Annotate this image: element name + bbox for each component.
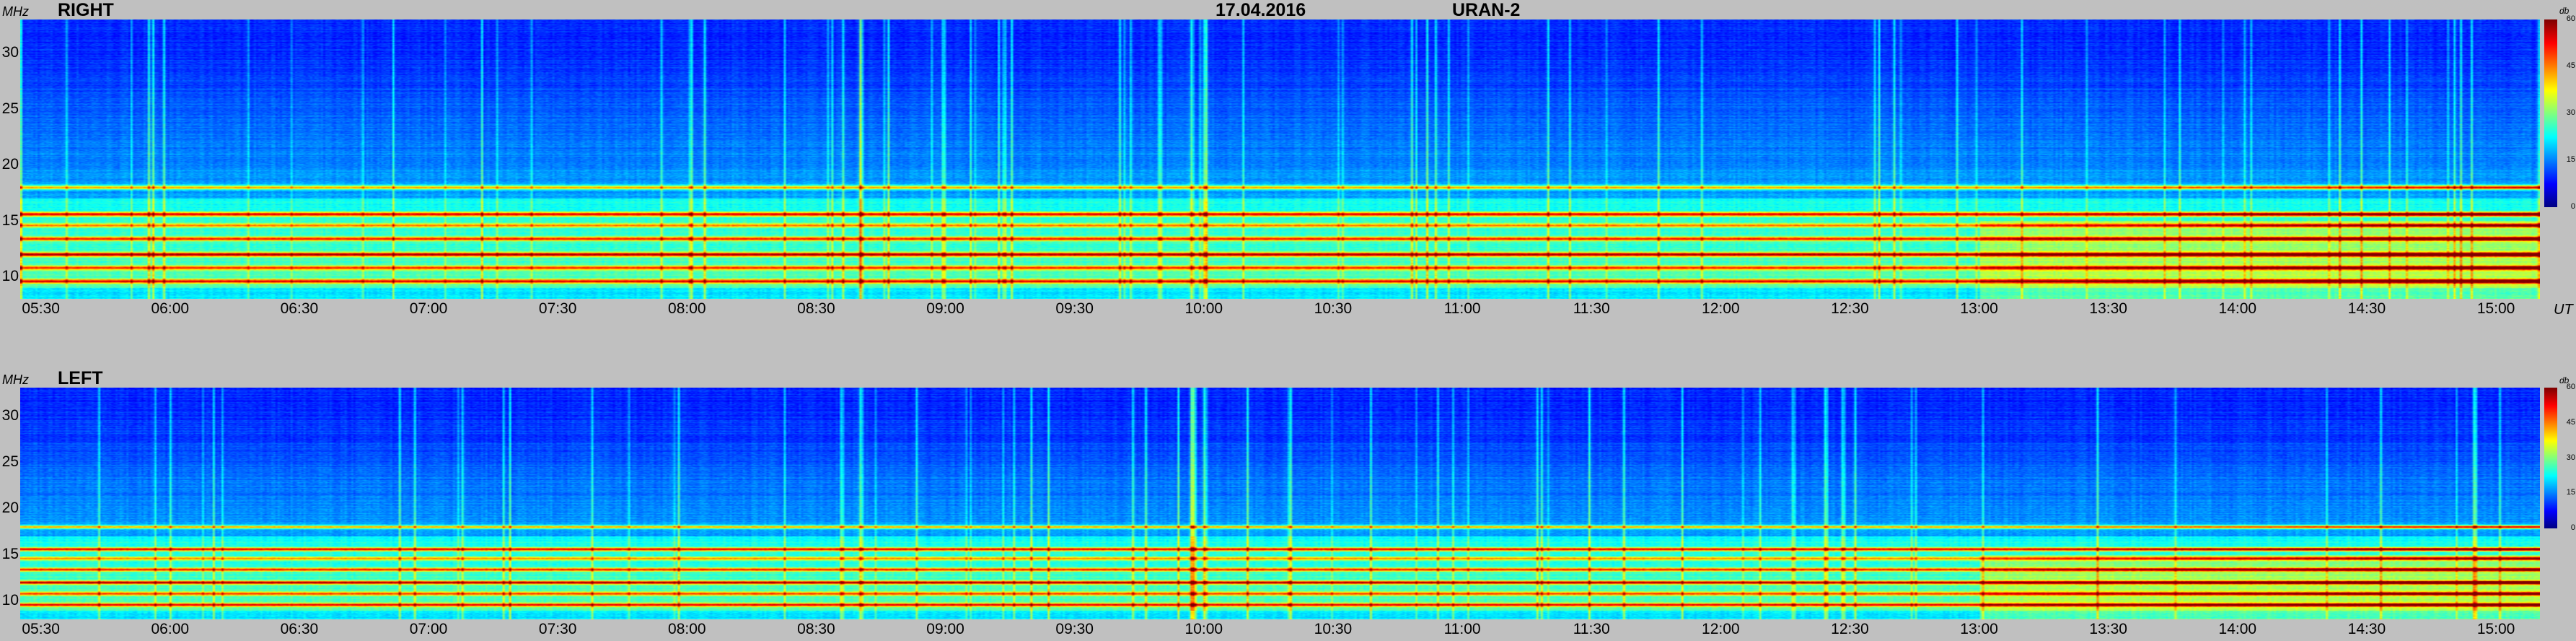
x-tick-label: 08:30 <box>797 621 835 637</box>
colorbar-tick-label: 15 <box>2566 488 2575 497</box>
x-tick-label: 14:00 <box>2218 621 2257 637</box>
freq-unit-label-top: MHz <box>2 4 29 19</box>
x-tick-label: 10:00 <box>1184 300 1223 317</box>
x-tick-label: 10:00 <box>1184 621 1223 637</box>
colorbar-tick-label: 30 <box>2566 453 2575 462</box>
x-tick-label: 09:00 <box>926 300 964 317</box>
x-tick-label: 12:30 <box>1831 300 1869 317</box>
colorbar-tick-label: 15 <box>2566 155 2575 164</box>
x-tick-label: 12:00 <box>1702 621 1740 637</box>
y-tick-label: 20 <box>1 499 19 516</box>
x-tick-label: 10:30 <box>1314 621 1353 637</box>
x-tick-label: 08:00 <box>668 300 706 317</box>
x-tick-label: 10:30 <box>1314 300 1353 317</box>
x-tick-label: 14:30 <box>2347 300 2386 317</box>
y-tick-label: 20 <box>1 156 19 173</box>
colorbar-tick-label: 60 <box>2566 14 2575 23</box>
panel-title-right: RIGHT <box>58 0 114 20</box>
y-tick-label: 10 <box>1 268 19 285</box>
instrument-label: URAN-2 <box>1452 0 1521 20</box>
y-tick-label: 30 <box>1 406 19 424</box>
x-tick-label: 09:30 <box>1055 300 1094 317</box>
x-tick-label: 14:00 <box>2218 300 2257 317</box>
y-tick-label: 10 <box>1 592 19 609</box>
x-tick-label: 11:30 <box>1573 621 1610 637</box>
x-tick-label: 07:00 <box>409 621 448 637</box>
x-tick-label: 06:30 <box>280 621 319 637</box>
x-tick-label: 07:00 <box>409 300 448 317</box>
x-tick-label: 06:00 <box>151 621 190 637</box>
y-tick-label: 15 <box>1 546 19 563</box>
x-tick-label: 08:00 <box>668 621 706 637</box>
spectrogram-right <box>20 19 2540 299</box>
spectrogram-left <box>20 388 2540 619</box>
x-tick-label: 13:30 <box>2089 300 2127 317</box>
x-tick-label: 05:30 <box>22 300 60 317</box>
x-tick-label: 09:00 <box>926 621 964 637</box>
colorbar-left <box>2544 388 2557 528</box>
x-tick-label: 06:30 <box>280 300 319 317</box>
x-tick-label: 09:30 <box>1055 621 1094 637</box>
x-tick-label: 12:00 <box>1702 300 1740 317</box>
x-tick-label: 13:00 <box>1960 621 1998 637</box>
y-tick-label: 30 <box>1 44 19 61</box>
x-tick-label: 11:30 <box>1573 300 1610 317</box>
x-tick-label: 15:00 <box>2476 300 2515 317</box>
y-tick-label: 15 <box>1 212 19 229</box>
panel-title-left: LEFT <box>58 368 103 388</box>
x-tick-label: 13:00 <box>1960 300 1998 317</box>
x-tick-label: 15:00 <box>2476 621 2515 637</box>
x-tick-label: 11:00 <box>1443 300 1481 317</box>
time-unit-label: UT <box>2554 302 2573 318</box>
colorbar-tick-label: 45 <box>2566 61 2575 70</box>
colorbar-tick-label: 30 <box>2566 108 2575 117</box>
colorbar-tick-label: 60 <box>2566 383 2575 391</box>
colorbar-tick-label: 45 <box>2566 417 2575 427</box>
y-tick-label: 25 <box>1 453 19 470</box>
colorbar-right <box>2544 19 2557 207</box>
x-tick-label: 06:00 <box>151 300 190 317</box>
x-tick-label: 14:30 <box>2347 621 2386 637</box>
x-tick-label: 12:30 <box>1831 621 1869 637</box>
colorbar-tick-label: 0 <box>2570 523 2575 532</box>
x-tick-label: 07:30 <box>538 621 577 637</box>
x-tick-label: 08:30 <box>797 300 835 317</box>
colorbar-unit-bottom: db <box>2559 375 2570 385</box>
x-tick-label: 05:30 <box>22 621 60 637</box>
y-tick-label: 25 <box>1 100 19 117</box>
freq-unit-label-bottom: MHz <box>2 372 29 387</box>
colorbar-unit-top: db <box>2559 6 2570 16</box>
x-tick-label: 07:30 <box>538 300 577 317</box>
x-tick-label: 13:30 <box>2089 621 2127 637</box>
x-tick-label: 11:00 <box>1443 621 1481 637</box>
colorbar-tick-label: 0 <box>2570 202 2575 211</box>
date-label: 17.04.2016 <box>1216 0 1306 20</box>
